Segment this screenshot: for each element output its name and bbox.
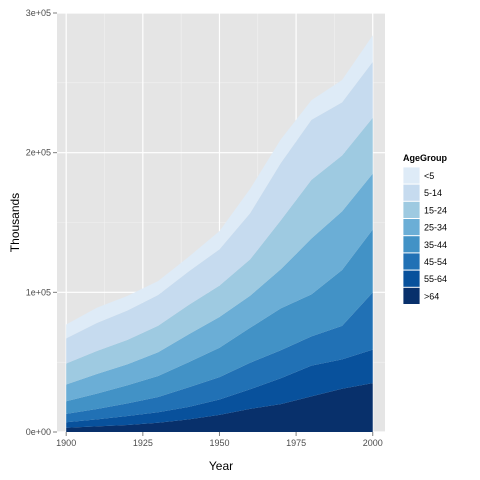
area-series-35-44 (66, 229, 373, 414)
y-tick-label: 2e+05 (26, 148, 51, 158)
x-tick-label: 1900 (56, 438, 76, 448)
legend-key-<5 (402, 166, 421, 185)
x-tick-label: 2000 (363, 438, 383, 448)
x-tick-label: 1925 (133, 438, 153, 448)
plot-panel (57, 12, 385, 433)
legend-label-15-24: 15-24 (424, 205, 447, 215)
legend-key-15-24 (402, 200, 421, 219)
legend-key-25-34 (402, 218, 421, 237)
area-series->64 (66, 383, 373, 432)
legend-label-<5: <5 (424, 171, 434, 181)
area-series-5-14 (66, 61, 373, 364)
legend-label-5-14: 5-14 (424, 188, 442, 198)
area-series-45-54 (66, 292, 373, 423)
legend-title: AgeGroup (403, 153, 448, 163)
x-axis: 1900 1925 1950 1975 2000 (56, 432, 383, 448)
area-series-25-34 (66, 173, 373, 402)
y-tick-label: 0e+00 (26, 427, 51, 437)
y-tick-label: 3e+05 (26, 8, 51, 18)
x-axis-title: Year (209, 459, 233, 473)
x-tick-label: 1975 (286, 438, 306, 448)
legend-label-35-44: 35-44 (424, 240, 447, 250)
legend-label-55-64: 55-64 (424, 274, 447, 284)
legend-key->64 (402, 286, 421, 305)
y-tick-label: 1e+05 (26, 287, 51, 297)
y-axis: 0e+00 1e+05 2e+05 3e+05 (26, 8, 57, 437)
x-tick-label: 1950 (209, 438, 229, 448)
legend-key-35-44 (402, 235, 421, 254)
legend-label->64: >64 (424, 291, 439, 301)
legend-items: <5 5-14 15-24 25-34 35-44 45-54 55-64 >64 (402, 166, 447, 305)
area-series-15-24 (66, 117, 373, 385)
legend-label-25-34: 25-34 (424, 223, 447, 233)
area-layers (66, 35, 373, 432)
legend-key-55-64 (402, 269, 421, 288)
area-series-55-64 (66, 349, 373, 428)
area-series-<5 (66, 35, 373, 339)
legend-label-45-54: 45-54 (424, 257, 447, 267)
legend-key-45-54 (402, 252, 421, 271)
y-axis-title: Thousands (8, 193, 22, 252)
legend: AgeGroup <5 5-14 15-24 25-34 35-44 45-54 55-64… (402, 153, 448, 305)
legend-key-5-14 (402, 183, 421, 202)
